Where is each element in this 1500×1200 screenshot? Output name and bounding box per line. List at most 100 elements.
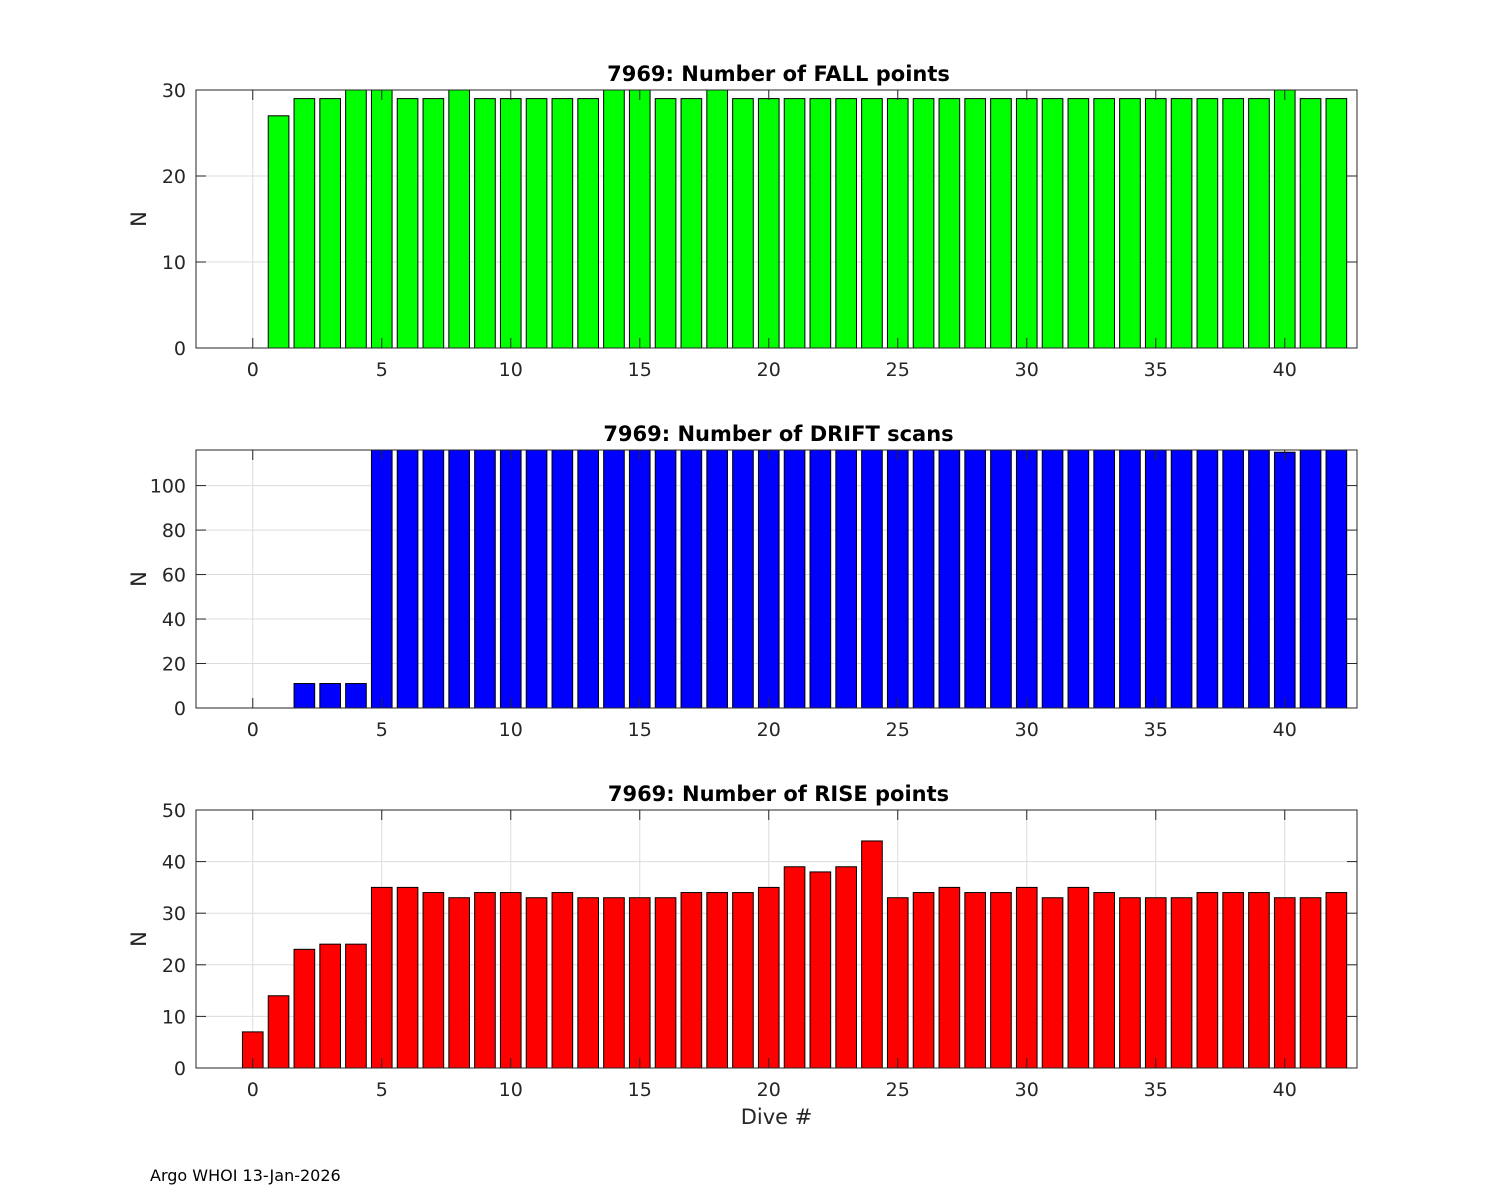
x-tick-label: 10 <box>499 1079 523 1101</box>
bar <box>1299 897 1322 1069</box>
x-tick-label: 20 <box>757 719 781 741</box>
bar <box>345 943 367 1069</box>
bar <box>757 449 780 709</box>
bar <box>474 892 496 1069</box>
x-tick-label: 5 <box>376 719 388 741</box>
axes-box <box>195 809 1358 1069</box>
bar <box>293 948 316 1069</box>
bar <box>345 683 367 709</box>
chart-title: 7969: Number of DRIFT scans <box>603 422 953 446</box>
y-tick-label: 10 <box>162 1006 186 1028</box>
y-tick-label: 30 <box>162 80 186 102</box>
bar <box>990 98 1012 349</box>
bar <box>1325 98 1348 349</box>
bar <box>861 840 883 1069</box>
bar <box>422 449 445 709</box>
bar <box>345 89 367 349</box>
bar <box>757 98 780 349</box>
y-axis-label: N <box>127 571 151 587</box>
x-tick-label: 40 <box>1273 1079 1297 1101</box>
x-tick-label: 0 <box>247 719 259 741</box>
bar <box>1248 98 1270 349</box>
bar <box>474 449 496 709</box>
x-tick-label: 5 <box>376 1079 388 1101</box>
x-tick-label: 20 <box>757 1079 781 1101</box>
bar <box>809 871 832 1069</box>
bar <box>783 449 806 709</box>
y-tick-label: 0 <box>174 338 186 360</box>
bar <box>1093 98 1115 349</box>
bar <box>1067 98 1090 349</box>
bar <box>293 98 316 349</box>
bar <box>1067 886 1090 1069</box>
y-tick-label: 80 <box>162 520 186 542</box>
bar <box>886 897 909 1069</box>
bar <box>1196 98 1219 349</box>
bar <box>1041 897 1064 1069</box>
bar <box>499 449 522 709</box>
bar <box>654 98 677 349</box>
bar <box>1196 892 1219 1069</box>
x-tick-label: 15 <box>628 359 652 381</box>
bar <box>912 98 935 349</box>
bar <box>835 449 857 709</box>
bar <box>603 449 625 709</box>
bar <box>706 449 728 709</box>
footer-credit: Argo WHOI 13-Jan-2026 <box>150 1166 341 1185</box>
axes-box <box>195 89 1358 349</box>
bar <box>1144 897 1167 1069</box>
bar <box>525 98 548 349</box>
x-tick-label: 25 <box>886 719 910 741</box>
bar <box>396 886 419 1069</box>
bar <box>1015 886 1038 1069</box>
y-tick-label: 20 <box>162 166 186 188</box>
bar <box>809 449 832 709</box>
x-tick-label: 30 <box>1015 359 1039 381</box>
bar <box>370 449 393 709</box>
bar <box>474 98 496 349</box>
bar <box>680 892 703 1069</box>
chart-panel-3: 0 5 10 15 20 25 30 35 40 0 10 20 30 40 50 7969: Number … <box>127 782 1358 1129</box>
y-tick-label: 40 <box>162 852 186 874</box>
bar <box>964 892 986 1069</box>
bar <box>370 886 393 1069</box>
bar <box>680 449 703 709</box>
bar <box>525 449 548 709</box>
x-tick-label: 20 <box>757 359 781 381</box>
bar <box>1248 892 1270 1069</box>
bar <box>1222 449 1244 709</box>
bar <box>551 892 574 1069</box>
bar <box>422 98 445 349</box>
bar <box>1144 449 1167 709</box>
bar <box>1119 98 1141 349</box>
bar <box>1273 451 1296 709</box>
bar <box>577 897 599 1069</box>
bar <box>938 886 961 1069</box>
bar <box>422 892 445 1069</box>
bar <box>499 892 522 1069</box>
bar <box>1325 449 1348 709</box>
chart-panel-1: 0 5 10 15 20 25 30 35 40 0 10 20 30 7969: Number of F… <box>127 62 1358 381</box>
bar <box>654 449 677 709</box>
x-tick-label: 5 <box>376 359 388 381</box>
bar <box>1273 897 1296 1069</box>
y-tick-label: 40 <box>162 609 186 631</box>
y-tick-label: 20 <box>162 654 186 676</box>
bar <box>809 98 832 349</box>
bar <box>732 892 754 1069</box>
bar <box>267 115 290 349</box>
x-tick-label: 10 <box>499 719 523 741</box>
chart-panel-2: 0 5 10 15 20 25 30 35 40 0 20 40 60 80 100 7969: Number… <box>127 422 1358 741</box>
y-tick-label: 50 <box>162 800 186 822</box>
bar <box>783 866 806 1069</box>
bar <box>757 886 780 1069</box>
axes-box <box>195 449 1358 709</box>
x-axis-label: Dive # <box>741 1105 813 1129</box>
bar <box>886 98 909 349</box>
bar <box>886 449 909 709</box>
bar <box>1119 449 1141 709</box>
y-axis-label: N <box>127 211 151 227</box>
bar <box>267 995 290 1069</box>
x-tick-label: 40 <box>1273 719 1297 741</box>
x-tick-label: 0 <box>247 1079 259 1101</box>
